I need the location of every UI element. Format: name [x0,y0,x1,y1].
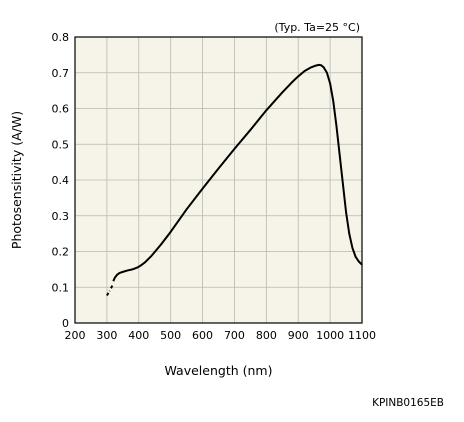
figure-code: KPINB0165EB [372,397,444,409]
y-tick-label: 0.7 [52,67,70,80]
y-tick-label: 0.8 [52,31,70,44]
x-tick-label: 700 [224,329,245,342]
curve-dashed-segment [110,283,114,289]
y-axis-ticks: 0 0.1 0.2 0.3 0.4 0.5 0.6 0.7 0.8 [52,31,70,330]
y-tick-label: 0.1 [52,281,70,294]
curve-solid-segment [112,63,363,282]
y-tick-label: 0.3 [52,210,70,223]
y-tick-label: 0.6 [52,103,70,116]
x-tick-label: 900 [288,329,309,342]
x-tick-label: 400 [128,329,149,342]
y-tick-label: 0.4 [52,174,70,187]
x-tick-label: 300 [96,329,117,342]
x-tick-label: 800 [256,329,277,342]
x-tick-label: 200 [65,329,86,342]
y-axis-label: Photosensitivity (A/W) [9,111,24,249]
x-tick-label: 1100 [348,329,376,342]
plot-frame [74,36,363,324]
sensitivity-curve [106,63,363,296]
curve-dashed-segment [106,290,111,296]
condition-note: (Typ. Ta=25 °C) [274,21,360,34]
x-tick-label: 600 [192,329,213,342]
x-axis-ticks: 200 300 400 500 600 700 800 900 1000 1100 [65,329,377,342]
y-tick-label: 0.2 [52,246,70,259]
x-tick-label: 1000 [316,329,344,342]
y-tick-label: 0.5 [52,138,70,151]
x-axis-label: Wavelength (nm) [165,363,273,378]
y-tick-label: 0 [62,317,69,330]
x-tick-label: 500 [160,329,181,342]
